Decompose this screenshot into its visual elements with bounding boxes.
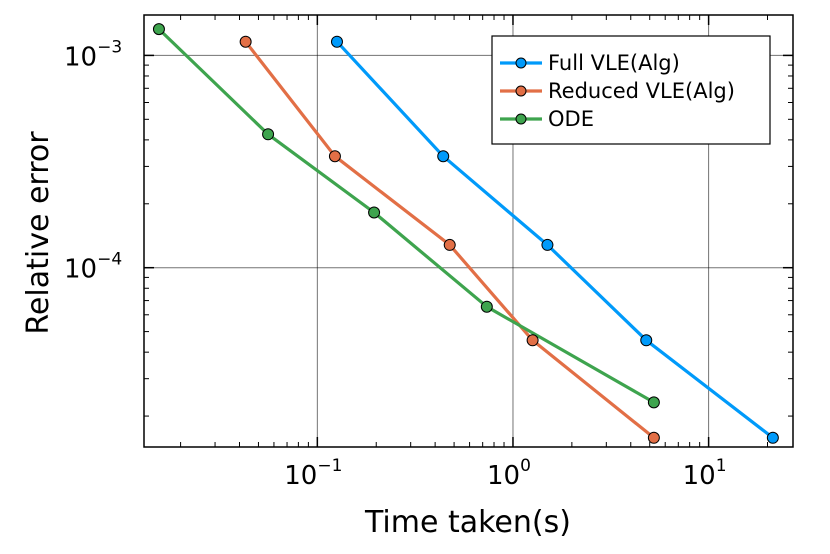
legend-marker-0	[515, 57, 527, 69]
x-axis-title: Time taken(s)	[364, 505, 571, 540]
series-0-point-4	[766, 431, 779, 444]
series-2-point-0	[152, 23, 165, 36]
series-2-point-4	[647, 396, 660, 409]
legend-label-1: Reduced VLE(Alg)	[548, 79, 735, 103]
series-0-point-1	[437, 150, 450, 163]
series-0-point-2	[541, 238, 554, 251]
series-group	[152, 23, 779, 444]
series-1-point-4	[647, 431, 660, 444]
series-1-point-0	[239, 35, 252, 48]
legend-marker-1	[515, 85, 527, 97]
legend: Full VLE(Alg) Reduced VLE(Alg) ODE	[491, 35, 771, 145]
y-tick-label-0: 10−3	[64, 37, 122, 72]
series-0-point-3	[640, 334, 653, 347]
x-tick-label-0: 10−1	[284, 456, 342, 491]
series-1-point-1	[328, 150, 341, 163]
series-0-point-0	[330, 35, 343, 48]
series-1-point-3	[526, 334, 539, 347]
series-2-point-2	[368, 206, 381, 219]
series-2-point-3	[480, 300, 493, 313]
series-2-point-1	[262, 128, 275, 141]
legend-label-0: Full VLE(Alg)	[548, 51, 680, 75]
y-axis-title: Relative error	[21, 131, 56, 335]
minor-ticks	[144, 15, 793, 447]
x-tick-label-2: 101	[683, 456, 727, 491]
series-1-point-2	[443, 238, 456, 251]
x-tick-label-1: 100	[487, 456, 531, 491]
legend-label-2: ODE	[548, 107, 594, 131]
legend-marker-2	[515, 113, 527, 125]
y-tick-label-1: 10−4	[64, 250, 122, 285]
